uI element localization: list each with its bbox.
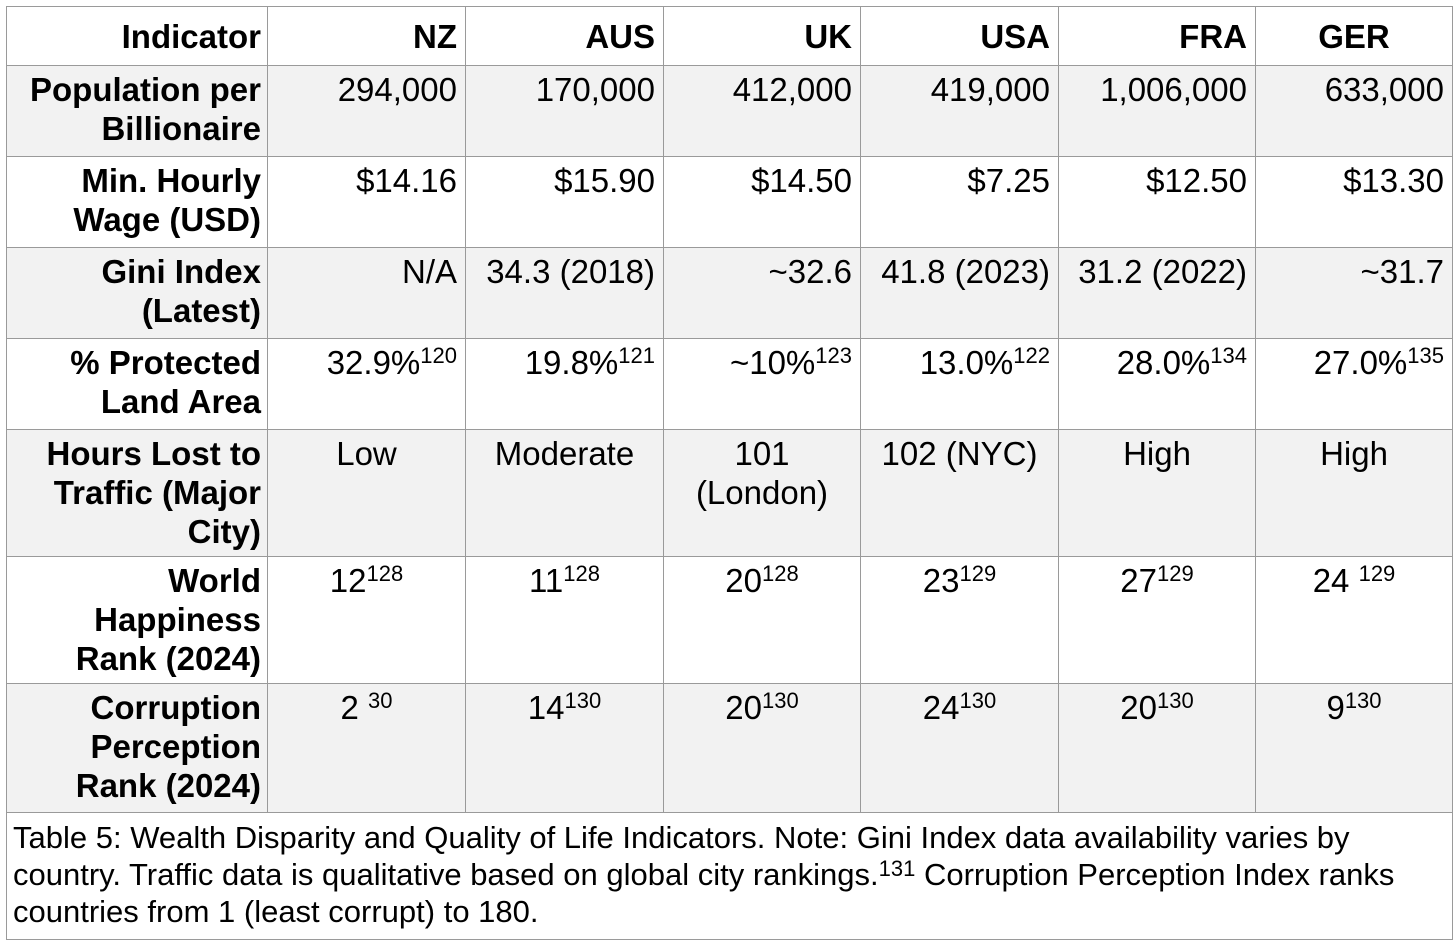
cell-usa: $7.25 — [860, 156, 1059, 248]
header-fra: FRA — [1058, 6, 1256, 66]
caption-row: Table 5: Wealth Disparity and Quality of… — [6, 812, 1453, 940]
cell-nz: N/A — [267, 247, 466, 339]
cell-uk: $14.50 — [663, 156, 861, 248]
header-uk: UK — [663, 6, 861, 66]
cell-nz: $14.16 — [267, 156, 466, 248]
cell-ger: ~31.7 — [1255, 247, 1453, 339]
footnote-ref: 121 — [618, 343, 655, 368]
footnote-ref: 128 — [762, 561, 799, 586]
cell-uk: ~10%123 — [663, 338, 861, 430]
row-min-hourly-wage: Min. Hourly Wage (USD) $14.16 $15.90 $14… — [6, 156, 1453, 248]
header-indicator: Indicator — [6, 6, 268, 66]
footnote-ref: 130 — [762, 688, 799, 713]
cell-uk: 412,000 — [663, 65, 861, 157]
row-label: Hours Lost to Traffic (Major City) — [6, 429, 268, 557]
cell-usa: 23129 — [860, 556, 1059, 684]
indicators-table: Indicator NZ AUS UK USA FRA GER Populati… — [6, 6, 1453, 940]
footnote-ref: 129 — [1358, 561, 1396, 586]
footnote-ref: 122 — [1013, 343, 1050, 368]
row-label: Corruption Perception Rank (2024) — [6, 683, 268, 813]
footnote-ref: 135 — [1407, 343, 1444, 368]
row-label: Min. Hourly Wage (USD) — [6, 156, 268, 248]
cell-usa: 24130 — [860, 683, 1059, 813]
cell-aus: $15.90 — [465, 156, 664, 248]
row-label: World Happiness Rank (2024) — [6, 556, 268, 684]
row-corruption-perception-rank: Corruption Perception Rank (2024) 2 30 1… — [6, 683, 1453, 813]
footnote-ref: 30 — [368, 688, 393, 713]
cell-fra: 1,006,000 — [1058, 65, 1256, 157]
cell-aus: 14130 — [465, 683, 664, 813]
cell-ger: 27.0%135 — [1255, 338, 1453, 430]
cell-fra: 31.2 (2022) — [1058, 247, 1256, 339]
header-usa: USA — [860, 6, 1059, 66]
row-world-happiness-rank: World Happiness Rank (2024) 12128 11128 … — [6, 556, 1453, 684]
footnote-ref: 134 — [1210, 343, 1247, 368]
cell-ger: High — [1255, 429, 1453, 557]
row-protected-land-area: % Protected Land Area 32.9%120 19.8%121 … — [6, 338, 1453, 430]
footnote-ref: 130 — [959, 688, 997, 713]
footnote-ref: 130 — [564, 688, 602, 713]
cell-aus: 34.3 (2018) — [465, 247, 664, 339]
footnote-ref: 130 — [1157, 688, 1194, 713]
cell-fra: High — [1058, 429, 1256, 557]
footnote-ref: 123 — [815, 343, 852, 368]
row-label: Gini Index (Latest) — [6, 247, 268, 339]
header-row: Indicator NZ AUS UK USA FRA GER — [6, 6, 1453, 66]
cell-fra: $12.50 — [1058, 156, 1256, 248]
footnote-ref: 129 — [1157, 561, 1194, 586]
cell-uk: 20130 — [663, 683, 861, 813]
cell-aus: 170,000 — [465, 65, 664, 157]
cell-usa: 419,000 — [860, 65, 1059, 157]
cell-fra: 28.0%134 — [1058, 338, 1256, 430]
cell-uk: ~32.6 — [663, 247, 861, 339]
cell-nz: Low — [267, 429, 466, 557]
row-label: % Protected Land Area — [6, 338, 268, 430]
cell-ger: 633,000 — [1255, 65, 1453, 157]
footnote-ref: 128 — [563, 561, 600, 586]
cell-aus: Moderate — [465, 429, 664, 557]
footnote-ref: 130 — [1344, 688, 1382, 713]
row-label: Population per Billionaire — [6, 65, 268, 157]
cell-nz: 294,000 — [267, 65, 466, 157]
cell-ger: 24 129 — [1255, 556, 1453, 684]
cell-usa: 102 (NYC) — [860, 429, 1059, 557]
cell-aus: 11128 — [465, 556, 664, 684]
cell-nz: 32.9%120 — [267, 338, 466, 430]
cell-ger: 9130 — [1255, 683, 1453, 813]
cell-ger: $13.30 — [1255, 156, 1453, 248]
footnote-ref: 131 — [878, 856, 916, 881]
footnote-ref: 129 — [959, 561, 997, 586]
row-population-per-billionaire: Population per Billionaire 294,000 170,0… — [6, 65, 1453, 157]
header-aus: AUS — [465, 6, 664, 66]
footnote-ref: 128 — [366, 561, 404, 586]
row-gini-index: Gini Index (Latest) N/A 34.3 (2018) ~32.… — [6, 247, 1453, 339]
cell-nz: 2 30 — [267, 683, 466, 813]
cell-fra: 27129 — [1058, 556, 1256, 684]
row-hours-lost-to-traffic: Hours Lost to Traffic (Major City) Low M… — [6, 429, 1453, 557]
cell-fra: 20130 — [1058, 683, 1256, 813]
cell-usa: 41.8 (2023) — [860, 247, 1059, 339]
cell-usa: 13.0%122 — [860, 338, 1059, 430]
cell-uk: 20128 — [663, 556, 861, 684]
header-ger: GER — [1255, 6, 1453, 66]
header-nz: NZ — [267, 6, 466, 66]
cell-aus: 19.8%121 — [465, 338, 664, 430]
cell-uk: 101 (London) — [663, 429, 861, 557]
table-caption: Table 5: Wealth Disparity and Quality of… — [6, 812, 1453, 940]
footnote-ref: 120 — [420, 343, 457, 368]
cell-nz: 12128 — [267, 556, 466, 684]
